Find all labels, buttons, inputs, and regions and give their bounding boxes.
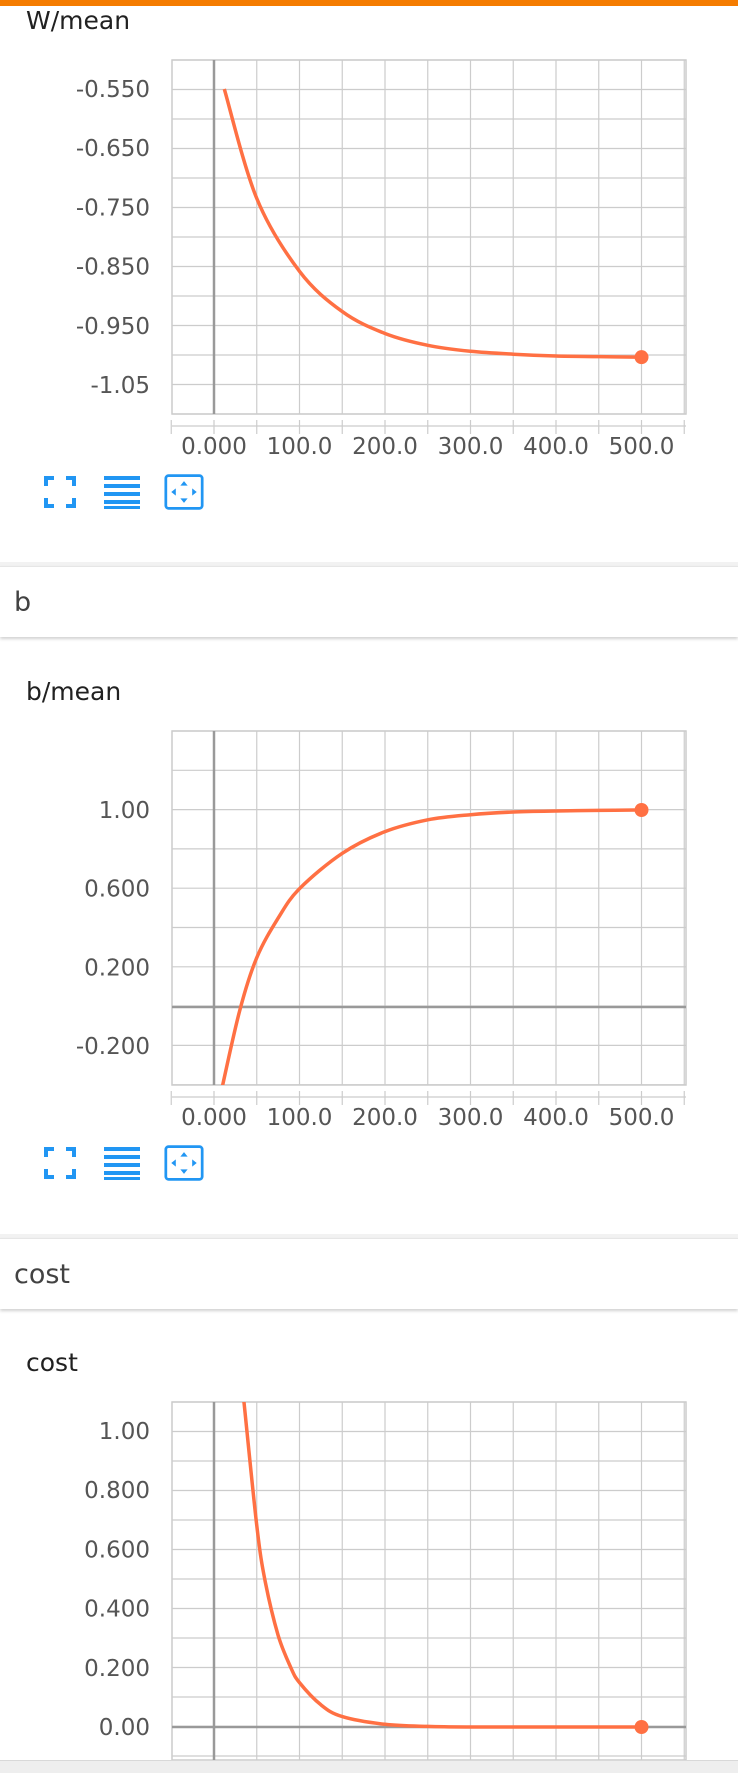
y-tick-label: 0.200 <box>84 1656 150 1682</box>
grid <box>171 59 687 415</box>
x-tick-label: 500.0 <box>609 1105 675 1131</box>
y-tick-label: -0.200 <box>76 1034 150 1060</box>
y-tick-label: 0.600 <box>84 877 150 903</box>
y-tick-label: 1.00 <box>99 798 150 824</box>
y-tick-label: -1.05 <box>90 373 150 399</box>
x-tick-label: 100.0 <box>267 434 333 460</box>
w-mean-chart[interactable]: -0.550 -0.650 -0.750 -0.850 -0.950 -1.05 0.000… <box>0 0 738 460</box>
x-tick-label: 200.0 <box>352 434 418 460</box>
y-tick-label: 1.00 <box>99 1419 150 1445</box>
series-line[interactable] <box>222 88 642 359</box>
y-tick-label: 0.00 <box>99 1715 150 1741</box>
y-tick-label: -0.850 <box>76 255 150 281</box>
y-tick-label: -0.950 <box>76 314 150 340</box>
series-endpoint-marker[interactable] <box>634 350 649 365</box>
header-accent-bar <box>0 0 738 6</box>
section-title-cost: cost <box>14 1259 71 1290</box>
bottom-scroll-edge <box>0 1760 738 1773</box>
fullscreen-icon[interactable] <box>40 472 80 512</box>
cost-chart[interactable]: 1.00 0.800 0.600 0.400 0.200 0.00 <box>0 1342 738 1761</box>
x-tick-label: 0.000 <box>181 434 247 460</box>
y-tick-label: 0.200 <box>84 955 150 981</box>
x-tick-label: 300.0 <box>438 1105 504 1131</box>
chart-title-cost: cost <box>26 1348 78 1377</box>
data-list-icon[interactable] <box>102 1143 142 1183</box>
x-tick-label: 0.000 <box>181 1105 247 1131</box>
y-tick-label: -0.550 <box>76 77 150 103</box>
series-line[interactable] <box>220 808 642 1085</box>
section-gap <box>0 1234 738 1238</box>
x-tick-label: 400.0 <box>523 434 589 460</box>
chart-title-w-mean: W/mean <box>26 6 131 35</box>
chart-title-b-mean: b/mean <box>26 677 122 706</box>
x-tick-label: 200.0 <box>352 1105 418 1131</box>
y-tick-label: -0.750 <box>76 195 150 221</box>
data-list-icon[interactable] <box>102 472 142 512</box>
section-header-b[interactable]: b <box>0 566 738 637</box>
y-tick-label: -0.650 <box>76 136 150 162</box>
y-tick-label: 0.600 <box>84 1537 150 1563</box>
x-tick-label: 300.0 <box>438 434 504 460</box>
series-line[interactable] <box>242 1401 642 1729</box>
y-tick-label: 0.800 <box>84 1478 150 1504</box>
section-header-cost[interactable]: cost <box>0 1238 738 1309</box>
section-gap <box>0 562 738 566</box>
x-tick-label: 100.0 <box>267 1105 333 1131</box>
series-endpoint-marker[interactable] <box>634 1720 649 1734</box>
y-tick-label: 0.400 <box>84 1597 150 1623</box>
b-mean-chart[interactable]: 1.00 0.600 0.200 -0.200 0.000 100.0 200.0 300.0… <box>0 671 738 1131</box>
fullscreen-icon[interactable] <box>40 1143 80 1183</box>
fit-domain-icon[interactable] <box>164 472 204 512</box>
x-tick-label: 400.0 <box>523 1105 589 1131</box>
section-title-b: b <box>14 587 32 618</box>
grid <box>171 730 687 1086</box>
x-tick-label: 500.0 <box>609 434 675 460</box>
fit-domain-icon[interactable] <box>164 1143 204 1183</box>
series-endpoint-marker[interactable] <box>634 803 649 817</box>
